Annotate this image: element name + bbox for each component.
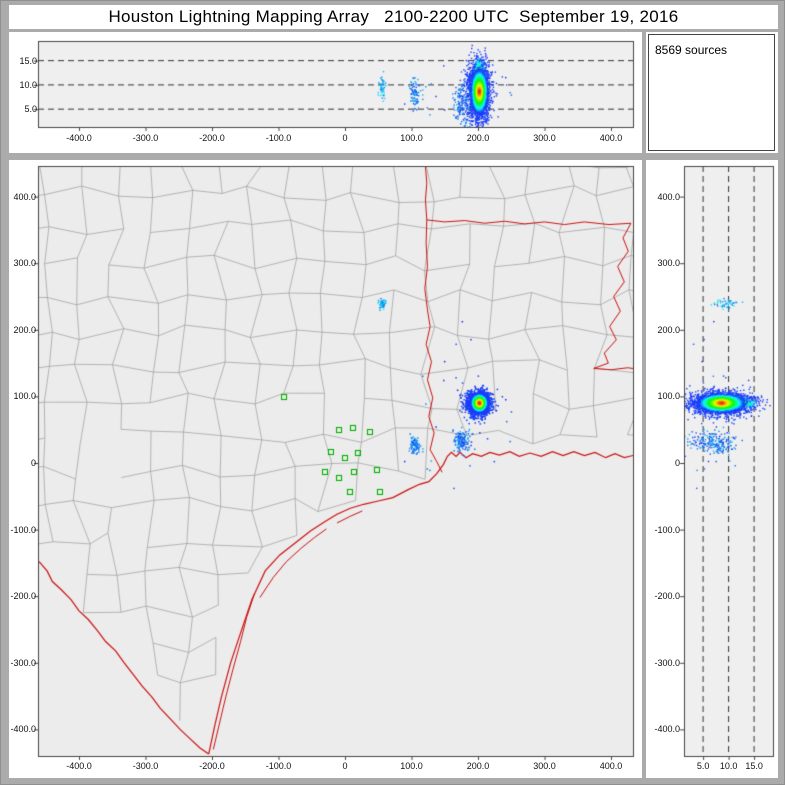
altitude-vs-eastwest-panel: -400.0 -300.0 -200.0 -100.0 0 100.0 200.0 300.0… xyxy=(9,32,642,153)
ns-tick-label: 300.0 xyxy=(13,258,36,269)
ew-tick-label: 100.0 xyxy=(400,761,423,771)
ns-tick-label: -100.0 xyxy=(654,524,680,535)
altitude-ew-plot[interactable] xyxy=(9,32,642,153)
ns-tick-label: 0 xyxy=(674,458,680,468)
page-title: Houston Lightning Mapping Array 2100-220… xyxy=(108,7,679,26)
alt-tick-label: 5.0 xyxy=(696,761,710,771)
ns-tick-label: 400.0 xyxy=(13,191,36,202)
ew-tick-label: 400.0 xyxy=(599,761,623,771)
ew-tick-label: -200.0 xyxy=(199,761,225,771)
title-bar: Houston Lightning Mapping Array 2100-220… xyxy=(9,5,778,29)
ns-tick-label: 200.0 xyxy=(657,324,680,335)
alt-tick-label: 15.0 xyxy=(19,55,37,66)
ns-tick-label: 300.0 xyxy=(657,258,680,269)
sources-box: 8569 sources xyxy=(648,34,775,151)
ew-tick-label: 200.0 xyxy=(466,761,490,771)
ew-tick-label: -300.0 xyxy=(132,133,159,143)
ns-tick-label: -400.0 xyxy=(654,724,680,735)
ns-tick-label: 100.0 xyxy=(657,391,680,402)
ew-tick-label: -300.0 xyxy=(132,761,159,771)
ns-tick-label: -300.0 xyxy=(10,657,36,668)
alt-tick-label: 15.0 xyxy=(745,761,763,771)
plan-view-panel: -400.0 -300.0 -200.0 -100.0 0 100.0 200.0 300.0… xyxy=(9,160,642,778)
ew-tick-label: -100.0 xyxy=(265,133,292,143)
ew-tick-label: 300.0 xyxy=(533,761,556,771)
ns-tick-label: -200.0 xyxy=(10,591,36,602)
ns-tick-label: -400.0 xyxy=(10,724,36,735)
ns-tick-label: 100.0 xyxy=(13,391,36,402)
alt-tick-label: 10.0 xyxy=(719,761,738,771)
altitude-vs-northsouth-panel: 5.0 10.0 15.0 400.0 300.0 200.0 100.0 0 -100.0 -2… xyxy=(646,160,778,778)
ns-tick-label: 200.0 xyxy=(13,324,36,335)
ns-tick-label: -100.0 xyxy=(10,524,36,535)
plan-view-map[interactable] xyxy=(9,160,642,778)
ns-tick-label: -300.0 xyxy=(654,657,680,668)
ew-tick-label: 400.0 xyxy=(599,133,623,143)
ew-tick-label: -400.0 xyxy=(66,761,92,771)
ew-tick-label: 200.0 xyxy=(466,133,490,143)
ew-tick-label: 300.0 xyxy=(533,133,556,143)
ew-tick-label: -200.0 xyxy=(199,133,225,143)
ew-tick-label: 0 xyxy=(342,133,348,143)
ew-tick-label: -100.0 xyxy=(265,761,292,771)
ns-tick-label: -200.0 xyxy=(654,591,680,602)
ew-tick-label: 100.0 xyxy=(400,133,423,143)
alt-tick-label: 5.0 xyxy=(24,104,37,115)
altitude-ns-plot[interactable] xyxy=(646,160,778,778)
sources-panel: 8569 sources xyxy=(646,32,778,153)
ns-tick-label: 0 xyxy=(30,458,36,468)
ns-tick-label: 400.0 xyxy=(657,191,680,202)
ew-tick-label: -400.0 xyxy=(66,133,92,143)
alt-tick-label: 10.0 xyxy=(19,79,37,90)
ew-tick-label: 0 xyxy=(342,761,348,771)
sources-count-label: 8569 sources xyxy=(655,43,728,57)
